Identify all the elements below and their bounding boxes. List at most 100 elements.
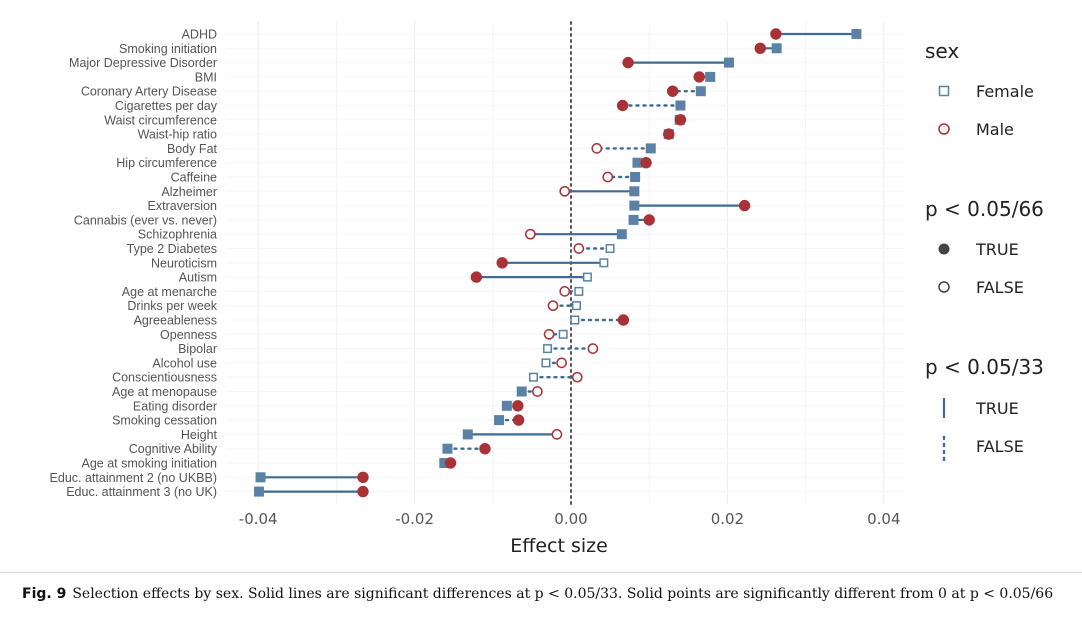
female-point-open bbox=[582, 272, 592, 282]
trait-label: Caffeine bbox=[171, 171, 217, 185]
caption-divider bbox=[0, 572, 1082, 573]
trait-label: Cannabis (ever vs. never) bbox=[74, 213, 217, 227]
female-point-open bbox=[543, 344, 553, 354]
trait-label: Agreeableness bbox=[134, 314, 217, 328]
legend-filled-point-symbol bbox=[938, 243, 950, 255]
female-point-filled bbox=[253, 486, 264, 497]
trait-label: Autism bbox=[179, 271, 217, 285]
x-tick-label: 0.00 bbox=[554, 510, 587, 528]
trait-label: Alzheimer bbox=[161, 185, 217, 199]
legend-points-false-label: FALSE bbox=[976, 278, 1024, 297]
x-tick-label: -0.02 bbox=[395, 510, 434, 528]
male-point-filled bbox=[770, 28, 782, 40]
male-point-open bbox=[524, 228, 536, 240]
male-point-open bbox=[571, 371, 583, 383]
female-point-open bbox=[599, 258, 609, 268]
female-point-filled bbox=[501, 400, 512, 411]
trait-label: Body Fat bbox=[167, 142, 218, 156]
female-point-open bbox=[571, 301, 581, 311]
trait-label: Bipolar bbox=[178, 342, 217, 356]
figure-label: Fig. 9 bbox=[22, 586, 67, 602]
male-point-open bbox=[573, 243, 585, 254]
male-point-filled bbox=[512, 400, 524, 412]
trait-label: Schizophrenia bbox=[138, 228, 217, 242]
male-point-open bbox=[547, 300, 559, 312]
male-point-filled bbox=[754, 42, 766, 54]
legend-female-symbol bbox=[938, 85, 950, 97]
figure-caption: Fig. 9 Selection effects by sex. Solid li… bbox=[22, 586, 1072, 602]
female-point-filled bbox=[494, 415, 505, 426]
male-point-filled bbox=[663, 128, 675, 140]
trait-label: Neuroticism bbox=[151, 256, 217, 270]
female-point-filled bbox=[630, 172, 641, 182]
male-point-filled bbox=[640, 157, 652, 169]
trait-label: Drinks per week bbox=[127, 299, 217, 313]
legend-points-true-label: TRUE bbox=[975, 240, 1019, 259]
female-point-open bbox=[574, 286, 584, 296]
female-point-filled bbox=[616, 229, 627, 240]
effect-points bbox=[253, 28, 862, 498]
female-point-filled bbox=[705, 71, 716, 82]
trait-label: Age at menarche bbox=[122, 285, 217, 299]
male-point-filled bbox=[643, 214, 655, 226]
male-point-open bbox=[532, 386, 543, 397]
trait-label: Alcohol use bbox=[152, 356, 217, 370]
male-point-filled bbox=[617, 314, 630, 326]
female-point-filled bbox=[255, 472, 266, 483]
male-point-filled bbox=[496, 257, 508, 269]
female-point-open bbox=[528, 372, 538, 382]
trait-label: Educ. attainment 2 (no UKBB) bbox=[50, 471, 217, 485]
female-point-filled bbox=[516, 386, 527, 397]
male-point-filled bbox=[470, 271, 483, 283]
male-point-open bbox=[543, 328, 555, 340]
legend-lines-true-label: TRUE bbox=[975, 399, 1019, 418]
trait-label: Waist circumference bbox=[104, 113, 217, 127]
female-point-filled bbox=[629, 186, 640, 197]
trait-label: Extraversion bbox=[148, 199, 218, 213]
x-tick-label: -0.04 bbox=[239, 510, 278, 528]
male-point-filled bbox=[616, 99, 629, 112]
female-point-filled bbox=[723, 57, 734, 68]
x-tick-label: 0.04 bbox=[867, 510, 900, 528]
trait-label: BMI bbox=[195, 70, 217, 84]
female-point-open bbox=[605, 244, 615, 253]
trait-label: Openness bbox=[160, 328, 217, 342]
trait-label: ADHD bbox=[182, 28, 217, 42]
x-axis-ticks: -0.04 -0.02 0.00 0.02 0.04 bbox=[239, 510, 901, 528]
trait-label: Cigarettes per day bbox=[115, 99, 218, 113]
female-point-filled bbox=[771, 43, 782, 54]
female-point-open bbox=[570, 315, 580, 325]
female-point-filled bbox=[462, 429, 473, 440]
male-point-open bbox=[587, 343, 599, 354]
male-point-filled bbox=[693, 71, 705, 83]
legend-open-point-symbol bbox=[938, 281, 950, 293]
trait-label: Major Depressive Disorder bbox=[69, 56, 217, 70]
male-point-open bbox=[559, 286, 571, 297]
male-point-filled bbox=[357, 471, 369, 483]
trait-label: Coronary Artery Disease bbox=[81, 85, 217, 99]
female-point-filled bbox=[628, 214, 639, 225]
grid-layer bbox=[226, 21, 906, 505]
x-axis-title: Effect size bbox=[510, 535, 608, 557]
female-point-open bbox=[541, 358, 551, 368]
trait-label: Age at smoking initiation bbox=[82, 457, 218, 471]
trait-label: Educ. attainment 3 (no UK) bbox=[66, 485, 217, 499]
trait-label: Waist-hip ratio bbox=[138, 128, 217, 142]
male-point-filled bbox=[512, 414, 525, 426]
male-point-filled bbox=[357, 485, 369, 498]
male-point-open bbox=[602, 171, 614, 183]
trait-label: Smoking initiation bbox=[119, 42, 217, 56]
male-point-filled bbox=[666, 85, 679, 97]
male-point-open bbox=[556, 357, 567, 369]
trait-label: Eating disorder bbox=[133, 399, 217, 413]
female-point-filled bbox=[629, 200, 640, 211]
legend-sex-title: sex bbox=[925, 39, 959, 63]
male-point-open bbox=[559, 185, 571, 197]
female-point-filled bbox=[675, 100, 686, 111]
female-point-filled bbox=[442, 443, 453, 454]
male-point-filled bbox=[479, 443, 491, 455]
trait-label: Type 2 Diabetes bbox=[127, 242, 217, 256]
trait-label: Cognitive Ability bbox=[129, 442, 218, 456]
legend-lines-title: p < 0.05/33 bbox=[925, 355, 1044, 379]
